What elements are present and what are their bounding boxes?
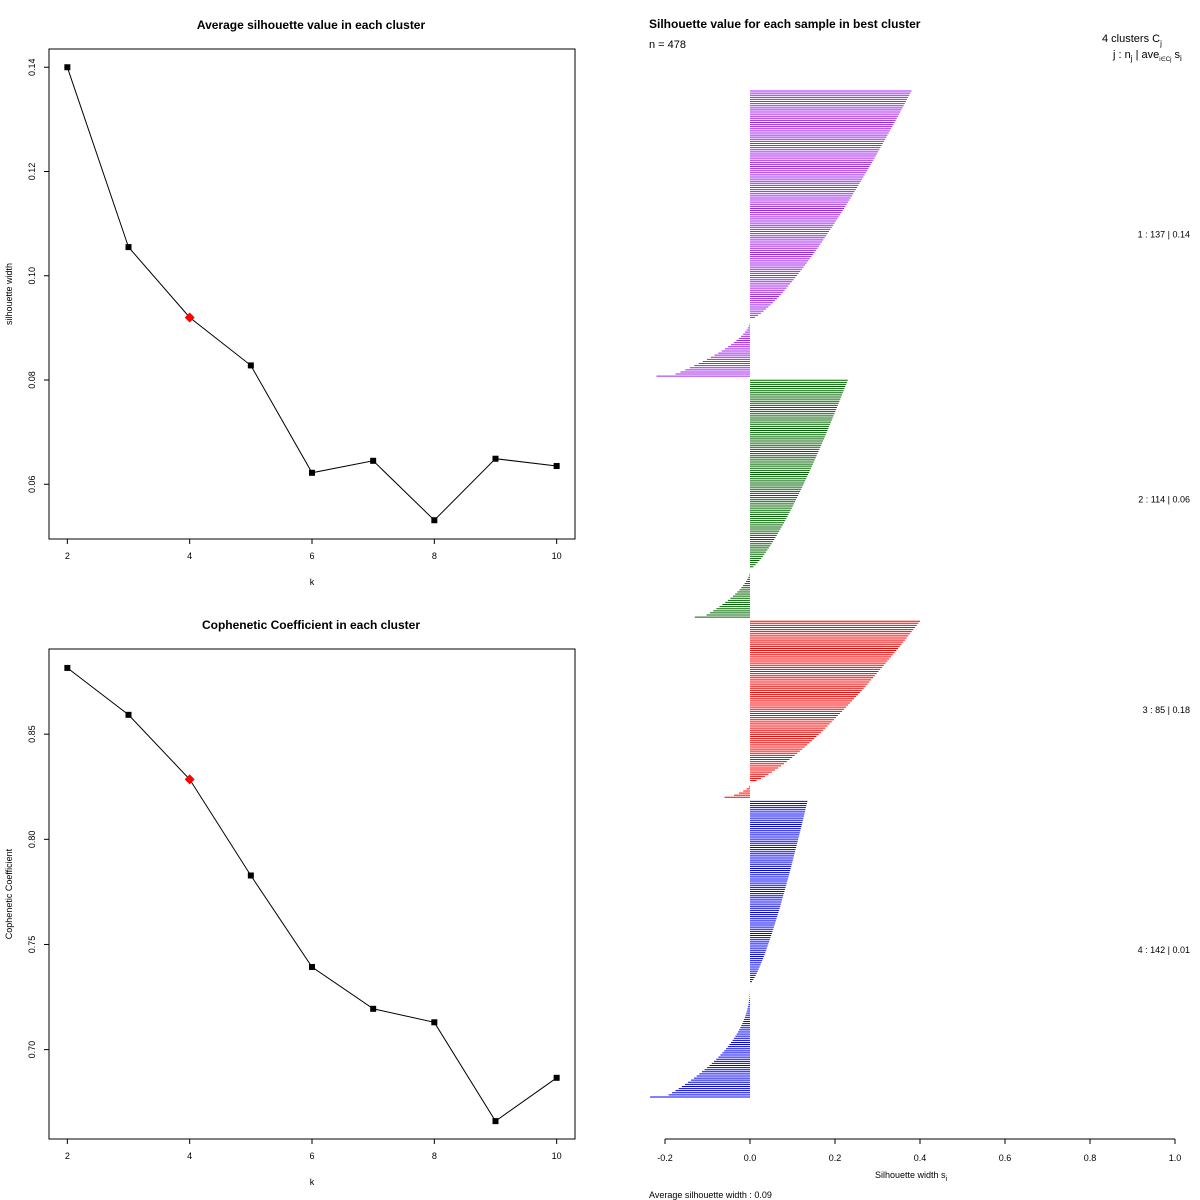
x-tick-label: 2 <box>65 1151 70 1161</box>
cophenetic-line-chart: Cophenetic Coefficient in each cluster 0… <box>4 618 576 1187</box>
chart-title: Cophenetic Coefficient in each cluster <box>202 618 420 632</box>
y-axis-label: Cophenetic Coefficient <box>4 848 14 939</box>
y-tick-label: 0.80 <box>27 831 37 849</box>
data-point <box>309 469 315 476</box>
data-point <box>553 1074 560 1081</box>
x-tick-label: 0.6 <box>999 1153 1012 1163</box>
x-tick-label: -0.2 <box>657 1153 673 1163</box>
data-point <box>492 1118 499 1125</box>
data-point <box>247 362 254 369</box>
chart-title: Silhouette value for each sample in best… <box>649 17 921 31</box>
x-tick-label: 2 <box>65 551 70 561</box>
x-tick-label: 0.2 <box>829 1153 842 1163</box>
x-tick-label: 6 <box>309 551 314 561</box>
data-point <box>64 64 71 71</box>
x-tick-label: 6 <box>309 1151 314 1161</box>
average-silhouette-width: Average silhouette width : 0.09 <box>649 1190 772 1200</box>
data-point <box>370 1005 377 1012</box>
x-tick-label: 0.4 <box>914 1153 927 1163</box>
x-axis-label: k <box>310 577 315 587</box>
data-point <box>125 711 132 718</box>
series-line <box>66 67 557 521</box>
cluster-label: 4 : 142 | 0.01 <box>1138 945 1190 955</box>
cluster-label: 1 : 137 | 0.14 <box>1138 230 1190 240</box>
x-tick-label: 8 <box>432 551 437 561</box>
legend-header: j : nj | avei∈Cj si <box>1112 49 1182 63</box>
x-tick-label: 0.8 <box>1084 1153 1097 1163</box>
highlight-point <box>184 774 195 785</box>
data-point <box>431 1019 438 1026</box>
data-point <box>431 517 438 524</box>
highlight-point <box>184 312 195 323</box>
x-tick-label: 4 <box>187 551 192 561</box>
legend-title: 4 clusters Cj <box>1102 33 1162 48</box>
x-tick-label: 1.0 <box>1169 1153 1182 1163</box>
x-tick-label: 4 <box>187 1151 192 1161</box>
y-tick-label: 0.70 <box>27 1041 37 1059</box>
data-point <box>64 664 71 671</box>
y-tick-label: 0.10 <box>27 267 37 285</box>
data-point <box>247 872 254 879</box>
data-point <box>125 244 132 251</box>
data-point <box>309 963 315 970</box>
y-tick-label: 0.08 <box>27 371 37 389</box>
y-axis-label: silhouette width <box>4 263 14 325</box>
chart-title: Average silhouette value in each cluster <box>197 18 426 32</box>
data-point <box>553 463 560 470</box>
silhouette-line-chart: Average silhouette value in each cluster… <box>4 18 576 587</box>
plot-frame <box>48 48 576 540</box>
series-line <box>66 667 557 1122</box>
y-tick-label: 0.14 <box>27 58 37 76</box>
x-tick-label: 8 <box>432 1151 437 1161</box>
cluster-label: 3 : 85 | 0.18 <box>1143 705 1190 715</box>
y-tick-label: 0.06 <box>27 476 37 494</box>
x-axis-label: Silhouette width si <box>875 1170 948 1183</box>
x-axis-label: k <box>310 1177 315 1187</box>
data-point <box>492 455 499 462</box>
cluster-label: 2 : 114 | 0.06 <box>1138 495 1190 505</box>
x-tick-label: 0.0 <box>744 1153 757 1163</box>
y-tick-label: 0.75 <box>27 936 37 954</box>
plot-frame <box>48 648 576 1140</box>
sample-count: n = 478 <box>649 39 686 51</box>
data-point <box>370 457 377 464</box>
y-tick-label: 0.85 <box>27 725 37 743</box>
x-tick-label: 10 <box>552 1151 562 1161</box>
silhouette-plot: Silhouette value for each sample in best… <box>649 17 1190 1200</box>
y-tick-label: 0.12 <box>27 163 37 181</box>
x-tick-label: 10 <box>552 551 562 561</box>
